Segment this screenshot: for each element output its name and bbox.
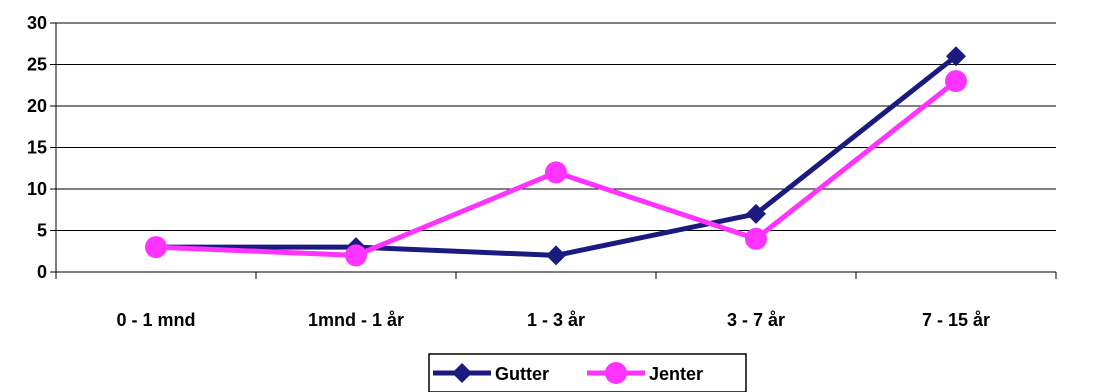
x-tick-label: 1 - 3 år (527, 310, 585, 330)
y-tick-label: 10 (27, 179, 47, 199)
y-tick-label: 25 (27, 55, 47, 75)
legend-label: Jenter (649, 364, 703, 384)
data-point (605, 362, 627, 384)
data-point (945, 70, 967, 93)
data-point (546, 245, 566, 266)
data-point (545, 161, 567, 184)
x-tick-label: 3 - 7 år (727, 310, 785, 330)
axes (50, 22, 1057, 279)
y-tick-label: 20 (27, 96, 47, 116)
y-tick-label: 0 (37, 262, 47, 282)
data-point (452, 363, 472, 383)
data-point (746, 203, 766, 224)
legend: Gutter Jenter (428, 353, 747, 392)
series-layer (145, 46, 967, 267)
x-tick-label: 1mnd - 1 år (308, 310, 404, 330)
data-point (145, 236, 167, 259)
data-point (946, 46, 966, 67)
series-jenter (145, 70, 967, 267)
x-tick-labels: 0 - 1 mnd 1mnd - 1 år 1 - 3 år 3 - 7 år 7 - … (116, 310, 990, 330)
x-tick-label: 7 - 15 år (922, 310, 990, 330)
series-line (156, 54, 958, 258)
legend-item-gutter: Gutter (433, 363, 549, 384)
legend-item-jenter: Jenter (587, 362, 703, 384)
y-tick-label: 15 (27, 138, 47, 158)
legend-label: Gutter (495, 364, 549, 384)
data-point (745, 227, 767, 250)
y-tick-label: 5 (37, 221, 47, 241)
x-tick-label: 0 - 1 mnd (116, 310, 195, 330)
series-gutter (146, 46, 966, 266)
y-tick-label: 30 (27, 13, 47, 33)
gridlines (56, 22, 1056, 231)
data-point (345, 244, 367, 267)
y-tick-labels: 0 5 10 15 20 25 30 (27, 13, 47, 282)
